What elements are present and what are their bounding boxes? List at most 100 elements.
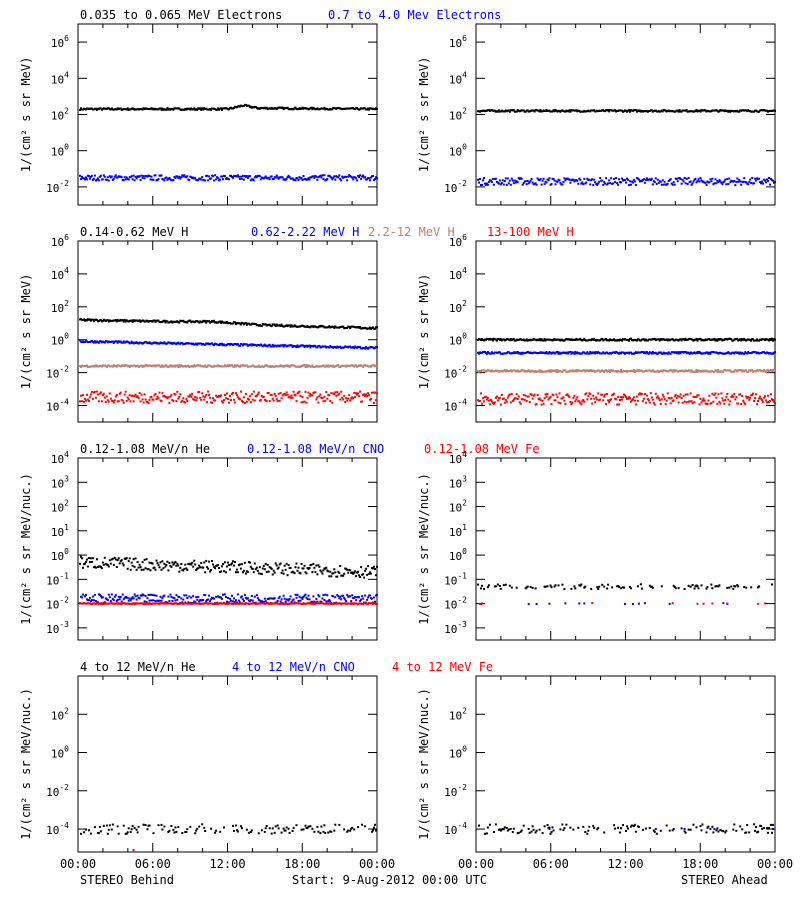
data-point (102, 596, 104, 598)
data-point (205, 394, 207, 396)
data-point (315, 598, 317, 600)
data-point (171, 561, 173, 563)
data-point (733, 180, 735, 182)
data-point (153, 599, 155, 601)
data-point (285, 569, 287, 571)
data-point (193, 560, 195, 562)
data-point (89, 597, 91, 599)
data-point (505, 399, 507, 401)
data-point (506, 184, 508, 186)
data-point (677, 180, 679, 182)
data-point (326, 594, 328, 596)
data-point (110, 600, 112, 602)
data-point (243, 179, 245, 181)
data-point (372, 175, 374, 177)
data-point (188, 179, 190, 181)
data-point (264, 598, 266, 600)
data-point (486, 353, 488, 355)
data-point (140, 566, 142, 568)
data-point (580, 403, 582, 405)
data-point (223, 399, 225, 401)
y-tick-label: 103 (449, 474, 467, 490)
data-point (186, 400, 188, 402)
data-point (686, 178, 688, 180)
data-point (685, 182, 687, 184)
data-point (369, 594, 371, 596)
data-point (113, 402, 115, 404)
data-point (174, 561, 176, 563)
data-point (212, 175, 214, 177)
data-point (127, 831, 129, 833)
data-point (774, 181, 776, 183)
data-point (335, 395, 337, 397)
data-point (195, 596, 197, 598)
data-point (258, 392, 260, 394)
data-point (102, 178, 104, 180)
data-point (744, 403, 746, 405)
data-point (516, 587, 518, 589)
data-point (211, 560, 213, 562)
y-tick-label: 10-1 (444, 571, 467, 587)
data-point (768, 177, 770, 179)
data-point (714, 392, 716, 394)
data-point (574, 587, 576, 589)
data-point (200, 399, 202, 401)
data-point (527, 586, 529, 588)
data-point (233, 565, 235, 567)
data-point (584, 586, 586, 588)
data-point (345, 397, 347, 399)
data-point (85, 561, 87, 563)
data-point (242, 401, 244, 403)
data-point (163, 563, 165, 565)
data-point (539, 369, 541, 371)
data-point (734, 586, 736, 588)
data-point (522, 398, 524, 400)
data-point (160, 561, 162, 563)
data-point (225, 397, 227, 399)
data-point (275, 562, 277, 564)
data-point (654, 181, 656, 183)
data-point (697, 585, 699, 587)
data-point (644, 182, 646, 184)
data-point (148, 402, 150, 404)
legend-label: 0.62-2.22 MeV H (251, 225, 359, 239)
data-point (769, 400, 771, 402)
data-point (646, 395, 648, 397)
data-point (661, 585, 663, 587)
data-point (185, 398, 187, 400)
data-point (361, 595, 363, 597)
data-point (569, 182, 571, 184)
data-point (507, 178, 509, 180)
data-point (501, 182, 503, 184)
data-point (692, 584, 694, 586)
data-point (589, 183, 591, 185)
data-point (607, 584, 609, 586)
data-point (84, 398, 86, 400)
data-point (320, 571, 322, 573)
data-point (182, 397, 184, 399)
y-tick-label: 104 (449, 450, 467, 466)
data-point (618, 586, 620, 588)
data-point (748, 399, 750, 401)
data-point (688, 177, 690, 179)
data-point (670, 402, 672, 404)
data-point (754, 397, 756, 399)
data-point (98, 832, 100, 834)
data-point (234, 561, 236, 563)
data-point (717, 181, 719, 183)
data-point (142, 398, 144, 400)
data-point (730, 586, 732, 588)
data-point (343, 573, 345, 575)
data-point (151, 176, 153, 178)
data-point (632, 603, 634, 605)
data-point (512, 180, 514, 182)
data-point (238, 176, 240, 178)
data-point (525, 180, 527, 182)
data-point (726, 178, 728, 180)
data-point (536, 184, 538, 186)
data-point (727, 399, 729, 401)
data-point (209, 600, 211, 602)
data-point (757, 603, 759, 605)
